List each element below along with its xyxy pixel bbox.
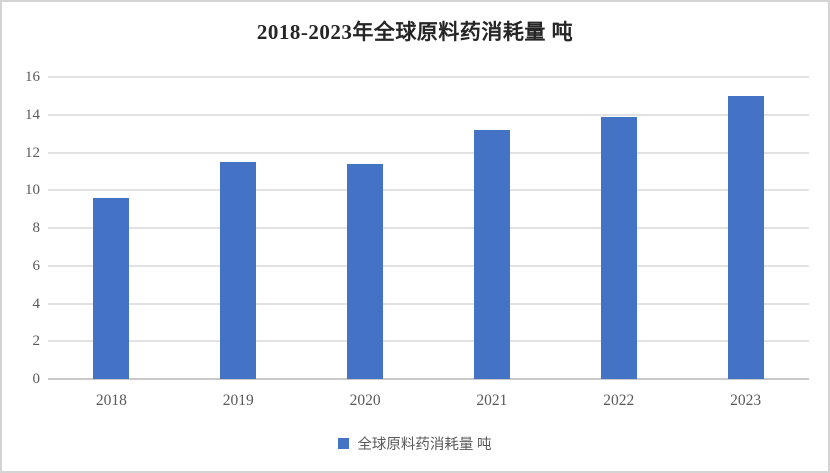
bar-2018 <box>93 197 130 379</box>
gridline-6 <box>48 264 809 267</box>
y-tick-label-12: 12 <box>25 144 40 161</box>
legend-marker-square <box>338 438 350 449</box>
y-tick-label-0: 0 <box>32 371 41 387</box>
bar-2021 <box>473 129 510 379</box>
y-tick-label-6: 6 <box>32 257 41 274</box>
plot-area: 2018 2019 2020 2021 2022 2023 <box>48 76 809 409</box>
bar-2022 <box>600 116 637 379</box>
x-tick-label-2019: 2019 <box>222 392 254 409</box>
y-tick-label-10: 10 <box>25 182 40 199</box>
x-tick-label-2018: 2018 <box>95 392 127 409</box>
x-tick-label-2021: 2021 <box>476 392 508 409</box>
y-tick-label-8: 8 <box>32 220 41 236</box>
bar-2019 <box>220 161 257 379</box>
bar-2023 <box>727 95 764 379</box>
bar-2020 <box>347 163 384 379</box>
x-axis-line <box>48 378 809 380</box>
gridline-16 <box>48 76 809 78</box>
y-tick-label-16: 16 <box>25 69 40 85</box>
gridline-14 <box>48 113 809 116</box>
gridline-12 <box>48 151 809 154</box>
x-tick-label-2020: 2020 <box>349 392 381 409</box>
x-tick-label-2023: 2023 <box>730 392 762 409</box>
gridline-2 <box>48 340 809 343</box>
chart-title: 2018-2023年全球原料药消耗量 吨 <box>256 20 574 44</box>
legend: 全球原料药消耗量 吨 <box>2 433 828 454</box>
y-tick-label-14: 14 <box>25 106 40 123</box>
gridline-8 <box>48 227 809 229</box>
y-tick-label-2: 2 <box>32 333 41 350</box>
x-tick-label-2022: 2022 <box>603 392 635 409</box>
y-tick-label-4: 4 <box>32 295 41 312</box>
gridline-10 <box>48 189 809 192</box>
gridline-4 <box>48 302 809 305</box>
legend-label: 全球原料药消耗量 吨 <box>357 437 492 453</box>
